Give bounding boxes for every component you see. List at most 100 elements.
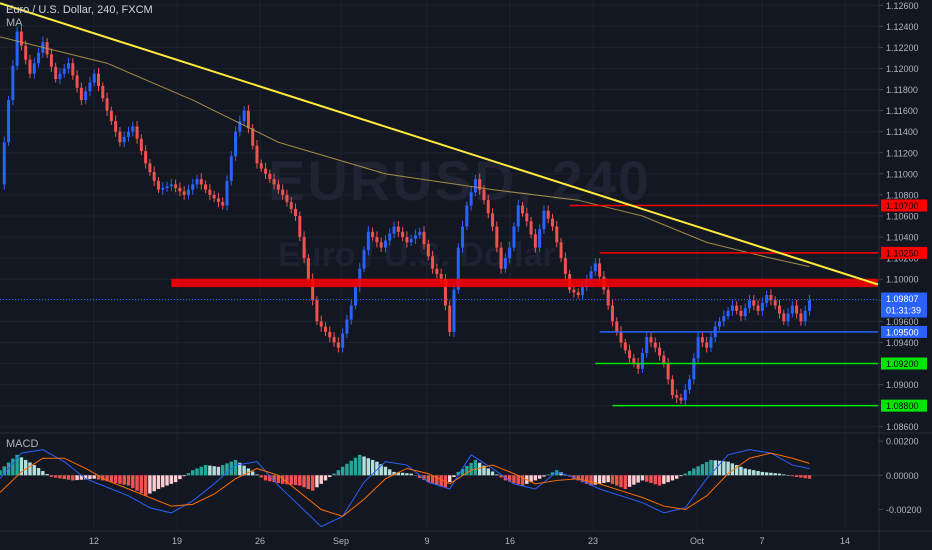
macd-histogram-bar bbox=[662, 475, 666, 484]
macd-histogram-bar bbox=[139, 475, 144, 494]
price-tick-label: 1.11000 bbox=[886, 169, 918, 179]
svg-text:1.09807: 1.09807 bbox=[886, 294, 919, 304]
macd-tick-label: -0.00200 bbox=[886, 505, 922, 515]
candle bbox=[178, 182, 182, 197]
candle bbox=[773, 296, 777, 310]
candle bbox=[349, 299, 353, 325]
price-tick-label: 1.11400 bbox=[886, 127, 918, 137]
candle bbox=[683, 384, 687, 406]
macd-histogram-bar bbox=[173, 475, 178, 483]
candle bbox=[251, 124, 255, 150]
candle bbox=[730, 299, 734, 317]
candle bbox=[739, 305, 743, 322]
descending-trendline[interactable] bbox=[0, 2, 879, 286]
candle bbox=[465, 201, 469, 230]
macd-histogram-bar bbox=[602, 475, 606, 483]
candle bbox=[555, 220, 559, 248]
candle bbox=[790, 301, 794, 318]
macd-histogram-bar bbox=[507, 475, 512, 482]
macd-histogram-bar bbox=[191, 470, 195, 476]
macd-histogram-bar bbox=[452, 475, 456, 478]
candle bbox=[700, 331, 704, 348]
price-axis[interactable]: 1.12600 1.12400 1.12200 1.12000 1.11800 1.116… bbox=[879, 1, 919, 432]
macd-histogram-bar bbox=[276, 475, 281, 483]
macd-histogram-bar bbox=[92, 475, 96, 479]
candle bbox=[679, 393, 683, 404]
macd-histogram-bar bbox=[456, 471, 460, 476]
macd-histogram-bar bbox=[696, 466, 700, 476]
candle bbox=[696, 332, 700, 363]
price-tick-label: 1.08600 bbox=[886, 422, 919, 432]
macd-histogram-bar bbox=[447, 475, 452, 483]
macd-histogram-bar bbox=[370, 459, 375, 476]
candle bbox=[174, 179, 178, 193]
macd-histogram-bar bbox=[246, 468, 251, 476]
macd-histogram-bar bbox=[156, 475, 161, 489]
time-tick-label: 26 bbox=[255, 536, 265, 546]
macd-histogram-bar bbox=[15, 454, 19, 476]
level-price-tag: 1.09200 bbox=[881, 357, 927, 370]
time-axis[interactable]: 12 19 26 Sep 9 16 23 Oct 7 14 bbox=[89, 536, 850, 546]
macd-histogram-bar bbox=[709, 459, 713, 476]
macd-histogram-bar bbox=[418, 475, 422, 478]
candle bbox=[294, 203, 298, 221]
macd-histogram-bar bbox=[773, 473, 777, 476]
macd-histogram-bar bbox=[66, 475, 71, 480]
candle bbox=[542, 205, 546, 234]
candle bbox=[383, 235, 387, 253]
macd-histogram-bar bbox=[640, 475, 645, 481]
macd-histogram-bar bbox=[105, 475, 109, 482]
candle bbox=[803, 305, 807, 327]
candle bbox=[37, 48, 41, 68]
price-tick-label: 1.10600 bbox=[886, 212, 919, 222]
macd-histogram-bar bbox=[627, 475, 632, 487]
macd-histogram-bar bbox=[409, 473, 413, 476]
candle bbox=[62, 64, 66, 78]
resistance-zone[interactable] bbox=[171, 278, 878, 288]
candle bbox=[469, 186, 473, 211]
macd-histogram-bar bbox=[28, 462, 32, 476]
candle bbox=[666, 357, 670, 385]
candle bbox=[306, 254, 310, 283]
macd-histogram-bar bbox=[358, 454, 362, 476]
svg-text:1.10250: 1.10250 bbox=[886, 248, 919, 258]
macd-histogram-bar bbox=[803, 475, 807, 479]
macd-histogram-bar bbox=[807, 475, 812, 479]
candle bbox=[675, 389, 679, 403]
candle bbox=[521, 201, 525, 217]
macd-histogram-bar bbox=[400, 472, 405, 476]
macd-signal-line bbox=[0, 452, 810, 517]
macd-histogram-bar bbox=[186, 473, 191, 476]
candle bbox=[289, 197, 293, 214]
macd-axis[interactable]: 0.00200 0.00000 -0.00200 bbox=[879, 437, 922, 515]
macd-histogram-bar bbox=[293, 475, 298, 486]
macd-histogram-bar bbox=[597, 475, 602, 484]
candle bbox=[19, 26, 23, 51]
ma-legend: MA bbox=[6, 17, 23, 29]
macd-line bbox=[0, 449, 810, 528]
price-tick-label: 1.09000 bbox=[886, 380, 919, 390]
macd-histogram-bar bbox=[353, 457, 358, 476]
candle bbox=[709, 332, 713, 353]
macd-histogram-bar bbox=[259, 475, 263, 478]
candle bbox=[431, 250, 435, 274]
candle bbox=[662, 351, 666, 368]
macd-histogram-bar bbox=[310, 475, 315, 491]
macd-histogram-bar bbox=[610, 475, 615, 484]
macd-histogram-bar bbox=[152, 475, 156, 492]
macd-histogram-bar bbox=[182, 475, 186, 477]
macd-histogram-bar bbox=[216, 466, 221, 476]
candle bbox=[405, 231, 409, 248]
candle bbox=[529, 216, 533, 239]
macd-histogram-bar bbox=[435, 475, 439, 485]
candle bbox=[2, 136, 6, 190]
macd-histogram-bar bbox=[32, 465, 36, 476]
candle bbox=[255, 139, 259, 169]
macd-histogram-bar bbox=[62, 475, 66, 480]
candle bbox=[743, 303, 747, 321]
candle bbox=[688, 374, 692, 394]
macd-histogram-bar bbox=[131, 475, 135, 489]
macd-histogram-bar bbox=[636, 475, 640, 483]
